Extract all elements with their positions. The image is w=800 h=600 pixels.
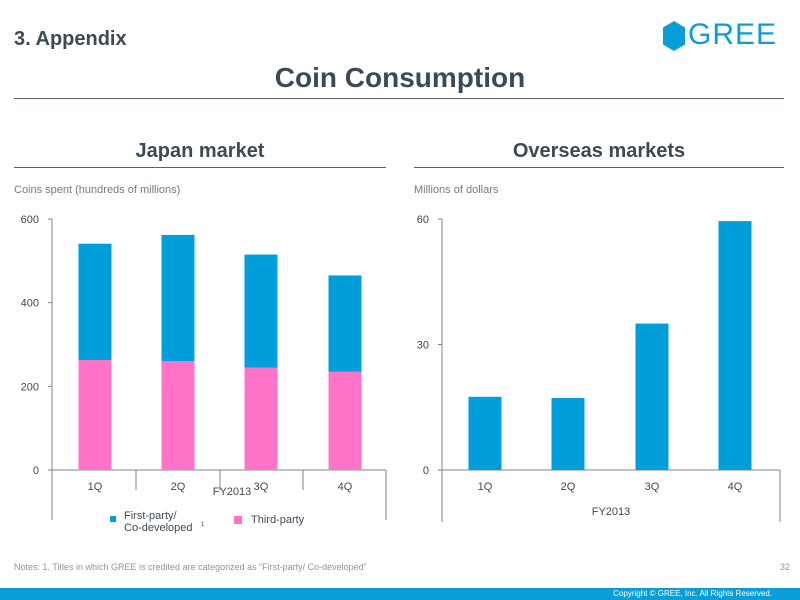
page-title: Coin Consumption <box>274 62 526 93</box>
japan-bar-3q-third-party <box>244 367 278 470</box>
japan-x-tick-label: 2Q <box>171 481 186 493</box>
japan-x-tick-label: 3Q <box>254 481 269 493</box>
japan-bar-3q-first-party-co-developed <box>244 254 278 368</box>
japan-bar-4q-first-party-co-developed <box>328 275 362 372</box>
japan-x-axis-label: FY2013 <box>213 486 252 498</box>
overseas-y-tick-label: 30 <box>417 340 429 352</box>
overseas-title-divider <box>414 167 784 168</box>
overseas-y-tick-label: 0 <box>423 465 429 477</box>
japan-bar-2q-third-party <box>161 361 195 470</box>
japan-x-tick-label: 4Q <box>338 481 353 493</box>
japan-chart-title: Japan market <box>135 140 265 162</box>
japan-bar-2q-first-party-co-developed <box>161 234 195 362</box>
japan-x-tick-label: 1Q <box>88 481 103 493</box>
legend-first-party-label-line2: Co-developed <box>124 522 193 534</box>
title-divider <box>14 98 784 99</box>
overseas-x-tick-label: 3Q <box>645 481 660 493</box>
overseas-chart-title: Overseas markets <box>512 140 686 162</box>
legend-third-party-label: Third-party <box>251 514 305 526</box>
overseas-bar-2q-overseas <box>551 398 585 470</box>
japan-bar-1q-third-party <box>78 359 112 470</box>
overseas-x-axis-label: FY2013 <box>592 506 631 518</box>
section-heading: 3. Appendix <box>14 28 127 50</box>
overseas-y-axis-label: Millions of dollars <box>414 184 499 196</box>
overseas-bar-4q-overseas <box>718 221 752 470</box>
legend-first-party-swatch <box>110 516 116 522</box>
overseas-x-tick-label: 4Q <box>728 481 743 493</box>
japan-y-axis-label: Coins spent (hundreds of millions) <box>14 184 181 196</box>
japan-title-divider <box>14 167 386 168</box>
overseas-bar-1q-overseas <box>468 396 502 470</box>
footnote: Notes: 1. Titles in which GREE is credit… <box>14 562 367 572</box>
legend-footnote-marker: 1 <box>201 522 205 528</box>
logo-text: GREE <box>688 18 778 51</box>
overseas-x-tick-label: 1Q <box>478 481 493 493</box>
gree-logo-icon <box>663 21 685 51</box>
legend-first-party-label: First-party/ <box>124 510 178 522</box>
overseas-x-tick-label: 2Q <box>561 481 576 493</box>
japan-y-tick-label: 0 <box>33 465 39 477</box>
japan-y-tick-label: 600 <box>21 214 39 226</box>
legend-third-party-swatch <box>234 516 242 524</box>
overseas-bar-3q-overseas <box>635 323 669 470</box>
overseas-y-tick-label: 60 <box>417 214 429 226</box>
japan-y-tick-label: 200 <box>21 381 39 393</box>
japan-bar-4q-third-party <box>328 371 362 470</box>
footer-bar <box>0 588 800 600</box>
japan-y-tick-label: 400 <box>21 298 39 310</box>
japan-bar-1q-first-party-co-developed <box>78 243 112 360</box>
copyright: Copyright © GREE, Inc. All Rights Reserv… <box>613 589 772 598</box>
page-number: 32 <box>779 562 790 572</box>
